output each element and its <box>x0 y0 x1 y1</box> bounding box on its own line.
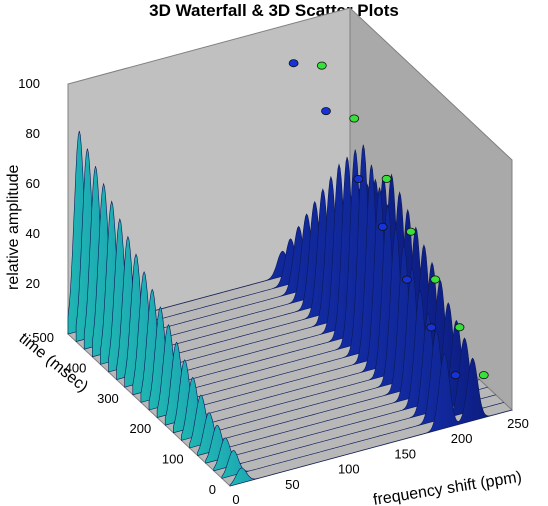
scatter-point <box>288 59 299 68</box>
y-tick-label: 200 <box>129 421 151 436</box>
axis-ticks: 0 50 100 150 200 250 0 100 200 300 400 500 20 40 60 80 1… <box>18 76 529 506</box>
y-tick-label: 500 <box>32 330 54 345</box>
scatter-point <box>316 61 327 70</box>
x-tick-label: 200 <box>451 431 473 446</box>
scatter-point <box>454 323 465 332</box>
z-tick-label: 80 <box>26 126 40 141</box>
scatter-point <box>426 323 437 332</box>
scatter-points <box>288 59 489 380</box>
x-tick-label: 50 <box>285 477 299 492</box>
x-tick-label: 250 <box>507 416 529 431</box>
z-tick-label: 20 <box>26 276 40 291</box>
chart-title: 3D Waterfall & 3D Scatter Plots <box>149 1 399 20</box>
waterfall-trace <box>205 289 488 464</box>
waterfall-trace <box>229 352 513 487</box>
x-tick-label: 0 <box>232 492 239 506</box>
waterfall-traces <box>67 130 513 487</box>
scatter-point <box>478 371 489 380</box>
y-tick-label: 0 <box>209 482 216 497</box>
z-axis-title: relative amplitude <box>5 165 22 291</box>
scatter-point <box>353 174 364 183</box>
scatter-point <box>402 275 412 284</box>
y-tick-label: 100 <box>162 452 184 467</box>
x-tick-label: 150 <box>394 446 416 461</box>
y-tick-label: 400 <box>65 360 87 375</box>
scatter-point <box>450 371 461 380</box>
scatter-point <box>321 107 331 116</box>
scatter-point <box>430 275 441 284</box>
x-tick-label: 100 <box>338 462 360 477</box>
y-tick-label: 300 <box>97 391 119 406</box>
z-tick-label: 40 <box>26 226 40 241</box>
z-tick-label: 60 <box>26 176 40 191</box>
waterfall-trace <box>213 312 496 472</box>
scatter-point <box>381 174 392 183</box>
waterfall-trace <box>197 266 480 456</box>
scatter-point <box>405 227 416 236</box>
scatter-point <box>377 222 388 231</box>
z-tick-label: 100 <box>18 76 40 91</box>
scatter-point <box>349 114 360 123</box>
x-axis-title: frequency shift (ppm) <box>372 469 523 506</box>
